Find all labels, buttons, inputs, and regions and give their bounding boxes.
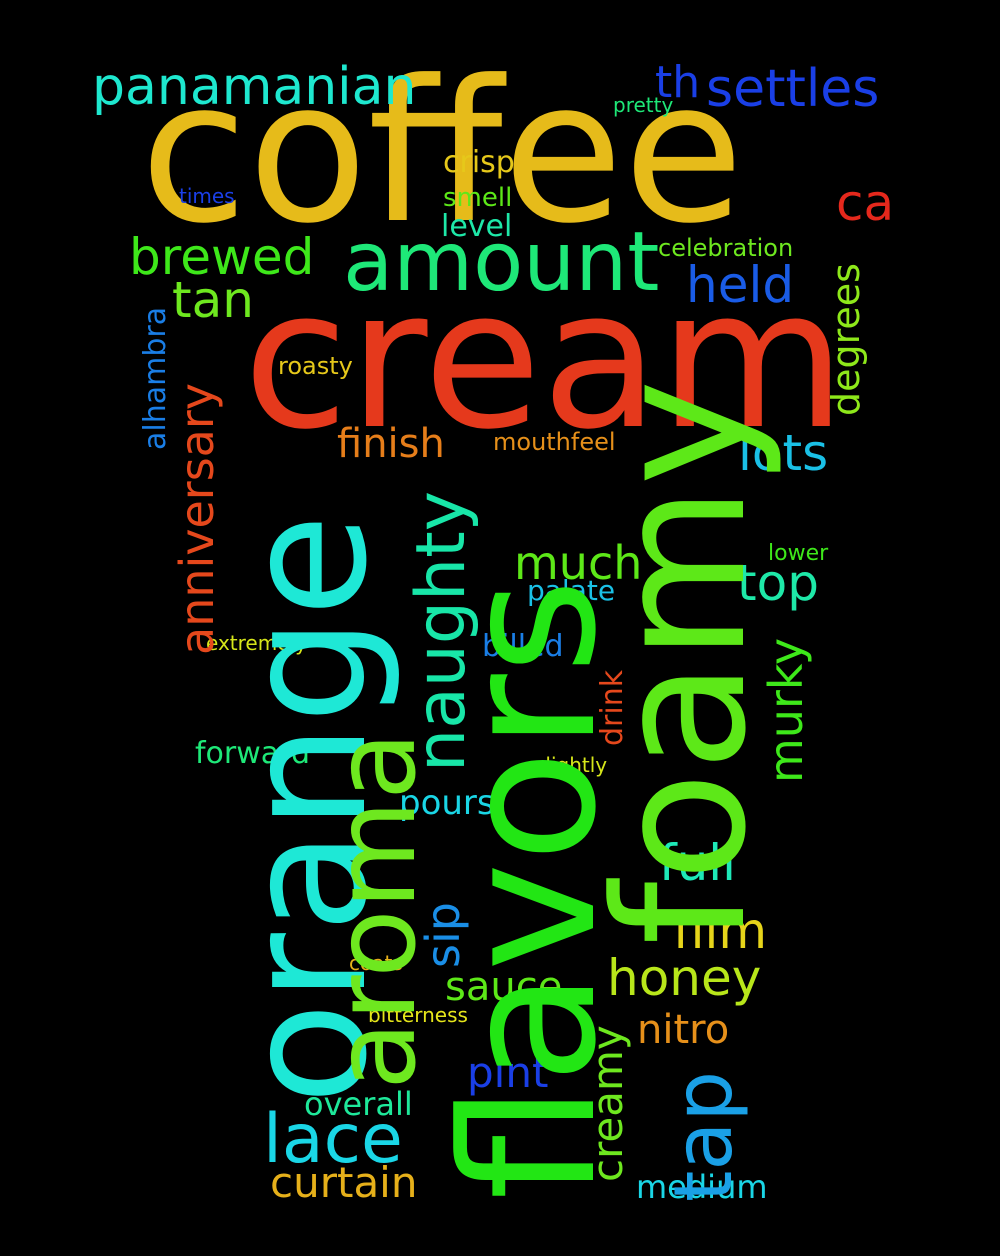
word-degrees: degrees [824,263,868,416]
word-roasty: roasty [278,352,353,380]
word-ca: ca [836,174,895,232]
word-naughty: naughty [402,490,481,772]
word-film: film [673,902,768,960]
word-anniversary: anniversary [170,382,224,655]
word-brewed: brewed [129,228,315,286]
word-sip: sip [416,902,470,968]
word-slightly: slightly [535,753,608,777]
word-cream: cream [243,249,847,472]
word-drink: drink [595,669,630,746]
word-pint: pint [467,1048,549,1097]
word-alhambra: alhambra [138,306,173,450]
word-full: full [659,834,737,892]
word-pretty: pretty [613,93,674,117]
word-lace: lace [263,1100,403,1179]
word-times: times [179,184,235,208]
word-pours: pours [399,783,495,823]
word-much: much [514,536,643,590]
word-crisp: crisp [443,145,515,180]
word-mouthfeel: mouthfeel [493,428,616,456]
word-extremely: extremely [206,631,307,655]
word-celebration: celebration [658,234,794,262]
word-murky: murky [759,637,813,783]
word-coffee: coffee [140,39,744,267]
word-billed: billed [482,629,564,664]
word-lower: lower [768,541,829,566]
word-sauce: sauce [445,964,563,1010]
word-held: held [686,256,795,314]
word-foamy: foamy [577,379,786,945]
word-smell: smell [443,183,513,213]
word-medium: medium [636,1168,768,1206]
word-level: level [441,209,513,244]
word-bitterness: bitterness [368,1003,468,1027]
word-honey: honey [607,949,762,1007]
word-settles: settles [706,59,880,119]
word-creamy: creamy [583,1025,632,1182]
word-tap: tap [657,1070,750,1202]
word-top: top [737,554,819,612]
word-amount: amount [343,215,660,310]
word-th: th [655,57,701,108]
word-nitro: nitro [637,1007,730,1053]
word-finish: finish [337,421,445,467]
word-overall: overall [304,1085,413,1123]
word-panamanian: panamanian [92,57,417,117]
word-curtain: curtain [270,1158,418,1207]
word-palate: palate [527,574,616,607]
word-coats: coats [349,951,403,975]
word-tan: tan [172,271,254,329]
word-lots: lots [738,424,829,482]
word-forward: forward [195,736,311,771]
